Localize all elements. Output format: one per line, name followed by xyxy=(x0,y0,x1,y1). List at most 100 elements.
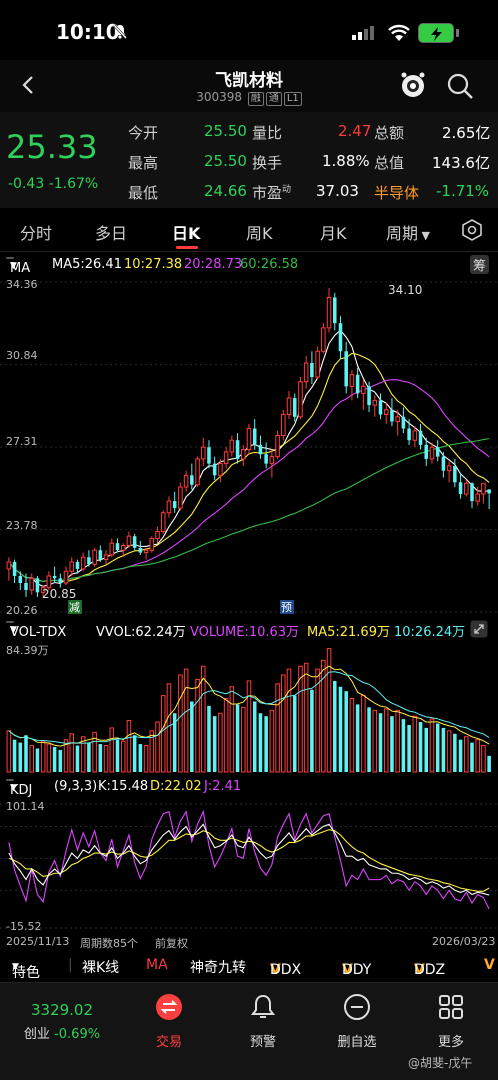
ma-button[interactable]: MA xyxy=(146,957,168,973)
candle-body xyxy=(98,550,103,560)
candle-body xyxy=(361,385,366,394)
naked-k-button[interactable]: 裸K线 xyxy=(82,960,120,976)
vol-ma10-value: 10:26.24万 xyxy=(394,625,466,640)
volume-bar xyxy=(310,689,314,772)
candle-body xyxy=(349,374,355,387)
more-indicator-v-icon[interactable]: V xyxy=(484,957,495,973)
alert-button[interactable]: 预警 xyxy=(228,993,298,1050)
volume-bar xyxy=(229,686,235,773)
volume-bar xyxy=(218,712,223,773)
chip-distribution-button[interactable]: 筹 xyxy=(470,255,490,274)
indicator-strip: 特色 ▼ | 裸K线 MA 神奇九转 V DDX V DDY V DDZ V xyxy=(0,952,498,981)
volume-bar xyxy=(6,730,12,773)
ma-selector[interactable]: MA ▼ xyxy=(6,257,30,276)
tab-multi-day[interactable]: 多日 xyxy=(95,224,128,243)
sector-change: -1.71% xyxy=(436,182,490,200)
forecast-tag-bg xyxy=(280,600,294,614)
kdj-lines xyxy=(8,809,490,910)
tab-monthly-k[interactable]: 月K xyxy=(320,224,347,243)
ma5-value: MA5:26.41 xyxy=(52,257,122,272)
price-axis-27: 27.31 xyxy=(6,435,38,448)
volume-bar xyxy=(372,709,378,773)
volume-bar xyxy=(275,683,280,773)
candlestick-chart[interactable]: 34.36 30.84 27.31 23.78 20.26 34.10 20.8… xyxy=(0,278,498,616)
kdj-indicator-bar: KDJ ▼ (9,3,3) K:15.48 D:22.02 J:2.41 xyxy=(0,776,498,798)
volume-bar xyxy=(132,735,137,772)
ddy-v-icon: V xyxy=(342,962,353,978)
tab-intraday[interactable]: 分时 xyxy=(20,224,53,243)
candle-body xyxy=(235,440,240,459)
trade-button[interactable]: 交易 xyxy=(134,993,204,1050)
volume-bar xyxy=(195,678,200,773)
sector-link[interactable]: 半导体 xyxy=(374,184,420,202)
candle-body xyxy=(338,323,343,352)
candle-body xyxy=(303,362,309,383)
candle-body xyxy=(321,327,326,352)
range-start-date: 2025/11/13 xyxy=(6,935,70,948)
volume-bar xyxy=(367,707,371,772)
volume-bar xyxy=(35,748,40,772)
volume-bar xyxy=(178,674,183,773)
index-value: 3329.02 xyxy=(30,1001,94,1019)
search-icon[interactable] xyxy=(446,72,474,100)
remove-watchlist-label: 删自选 xyxy=(337,1035,377,1050)
candle-body xyxy=(412,430,418,441)
volume-bar xyxy=(69,733,75,773)
status-time: 10:10 xyxy=(56,20,120,44)
kdj-selector[interactable]: KDJ ▼ xyxy=(6,779,32,798)
volume-bar xyxy=(258,713,263,772)
magic-nine-button[interactable]: 神奇九转 xyxy=(190,960,246,976)
volume-bar xyxy=(292,695,297,772)
volume-bar xyxy=(149,730,155,773)
change-value: -0.43 xyxy=(8,176,45,192)
volume-chart[interactable]: 84.39万 xyxy=(0,642,498,774)
candle-body xyxy=(149,538,155,551)
kdj-gridlines xyxy=(0,803,498,929)
volume-bar xyxy=(80,736,86,773)
volume-selector[interactable]: VOL-TDX ▼ xyxy=(6,621,66,640)
candle-body xyxy=(390,409,394,422)
remove-watchlist-button[interactable]: 删自选 xyxy=(322,993,392,1050)
volume-bar xyxy=(303,662,309,773)
more-button[interactable]: 更多 xyxy=(416,993,486,1050)
battery-icon xyxy=(418,23,454,43)
back-arrow-icon[interactable] xyxy=(18,74,40,96)
period-tabs: 分时 多日 日K 周K 月K 周期 ▼ xyxy=(0,208,498,252)
candle-body xyxy=(463,482,469,495)
tab-weekly-k[interactable]: 周K xyxy=(246,224,273,243)
index-ticker[interactable]: 3329.02 创业 -0.69% xyxy=(22,1001,102,1042)
tab-period[interactable]: 周期 ▼ xyxy=(386,220,430,244)
candle-body xyxy=(92,549,97,565)
ma10-value: 10:27.38 xyxy=(124,257,183,272)
trade-icon xyxy=(156,994,182,1020)
ddx-v-icon: V xyxy=(270,962,281,978)
candle-body xyxy=(75,561,80,569)
active-tab-indicator xyxy=(176,246,198,249)
volume-bar xyxy=(264,716,268,772)
candle-body xyxy=(190,475,194,485)
tab-daily-k[interactable]: 日K xyxy=(172,224,201,243)
assistant-robot-icon[interactable] xyxy=(398,70,428,100)
pe-value: 37.03 xyxy=(316,182,359,200)
volume-bar xyxy=(235,704,240,772)
volume-bar xyxy=(29,745,35,773)
period-count: 周期数85个 xyxy=(80,937,138,950)
ma5-line xyxy=(8,329,490,587)
kdj-chart[interactable]: 101.14 -15.52 xyxy=(0,800,498,932)
volume-bar xyxy=(269,709,275,773)
candle-body xyxy=(46,575,52,589)
candle-body xyxy=(424,444,429,459)
price-change: -0.43 -1.67% xyxy=(8,176,98,192)
connect-tag: 通 xyxy=(265,92,282,106)
settings-hexagon-icon[interactable] xyxy=(461,219,483,241)
candle-body xyxy=(183,474,189,488)
level-tag: L1 xyxy=(283,92,302,106)
candle-body xyxy=(69,561,75,572)
range-end-date: 2026/03/23 xyxy=(432,935,496,948)
expand-icon[interactable] xyxy=(470,620,488,638)
candle-body xyxy=(395,416,400,422)
candle-body xyxy=(80,556,86,570)
candle-body xyxy=(160,512,166,532)
candle-body xyxy=(453,465,457,483)
reduce-holding-tag-bg xyxy=(68,600,82,614)
